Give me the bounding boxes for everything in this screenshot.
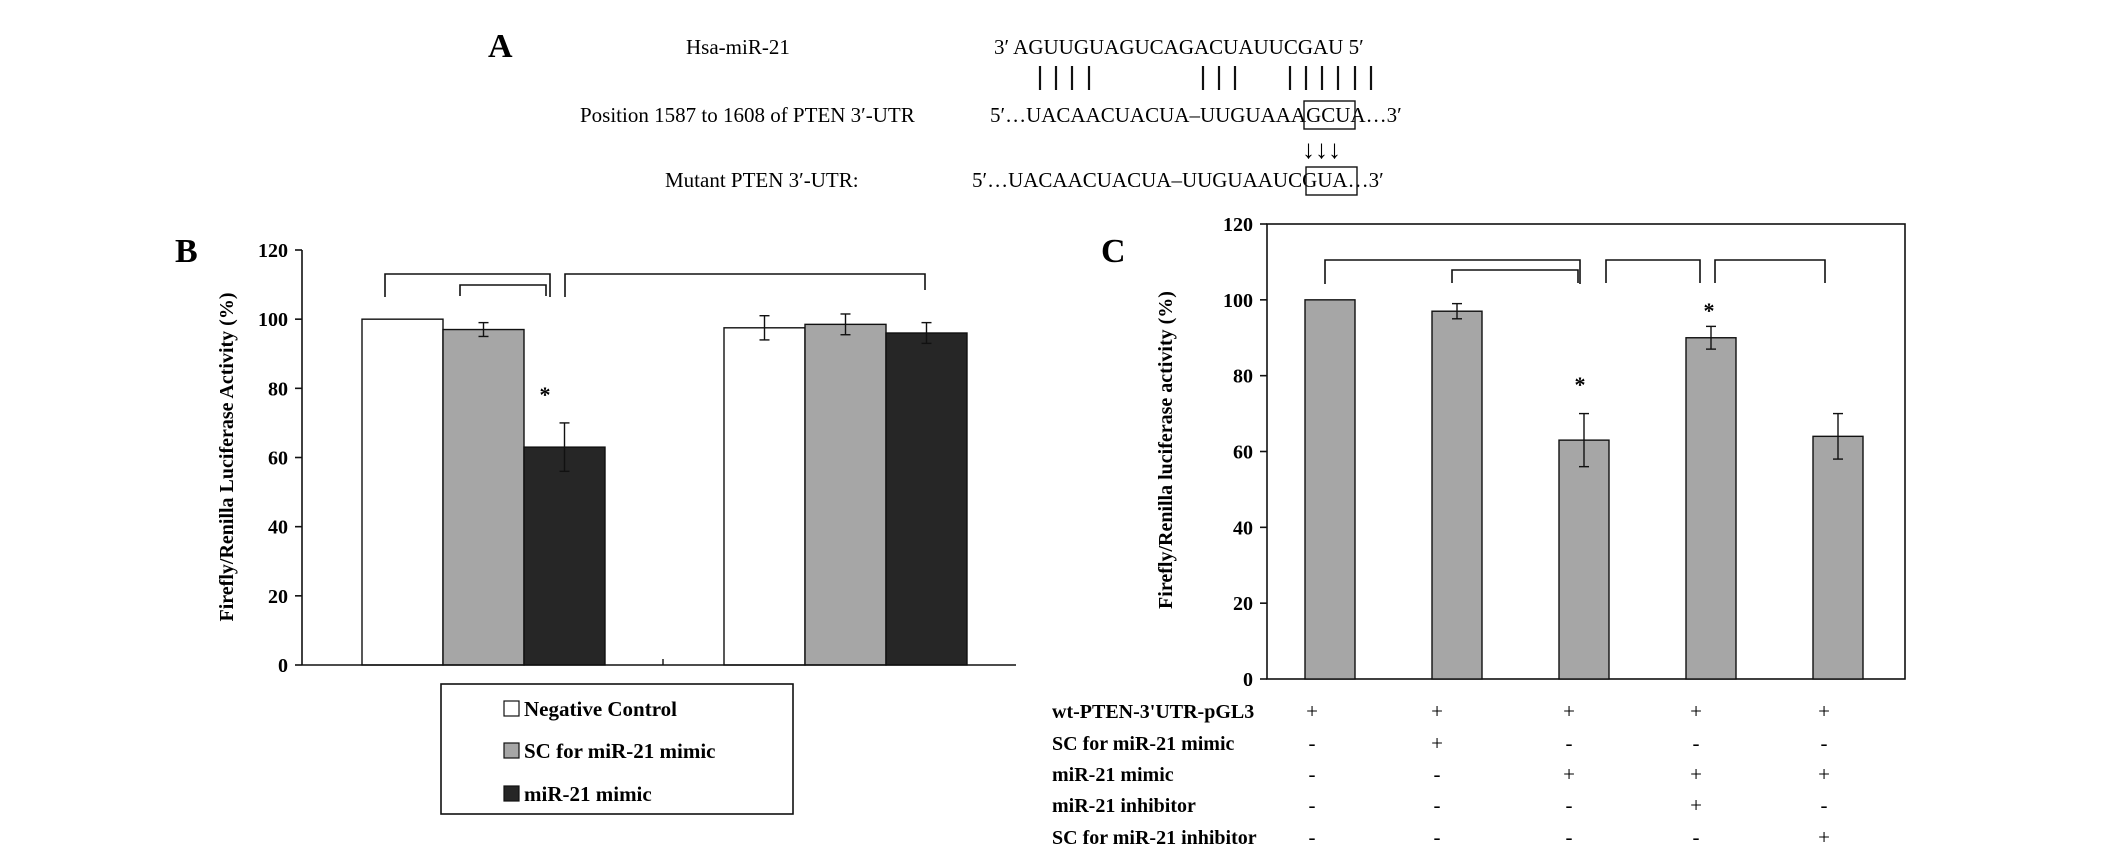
panel-c-bar <box>1558 439 1610 680</box>
condition-mark: - <box>1693 731 1700 755</box>
panel-b-y-axis-label: Firefly/Renilla Luciferase Activity (%) <box>216 293 238 622</box>
condition-mark: + <box>1690 699 1702 723</box>
wt-utr-name: Position 1587 to 1608 of PTEN 3′-UTR <box>580 103 915 127</box>
mutant-utr-sequence: 5′…UACAACUACUA–UUGUAAUCGUA…3′ <box>972 168 1384 192</box>
panel-c-y-ticks: 0 20 40 60 80 100 120 <box>1223 214 1267 691</box>
condition-mark: - <box>1309 731 1316 755</box>
mutant-utr-name: Mutant PTEN 3′-UTR: <box>665 168 859 192</box>
panel-b-bar <box>442 328 525 666</box>
legend-swatch-mimic <box>503 785 520 802</box>
panel-b-label: B <box>175 233 198 270</box>
condition-mark: - <box>1566 731 1573 755</box>
condition-mark: - <box>1821 731 1828 755</box>
panel-b-y-tick-label: 20 <box>268 586 288 608</box>
panel-a: A Hsa-miR-21 3′ AGUUGUAGUCAGACUAUUCGAU 5… <box>488 28 1402 196</box>
condition-row-label: SC for miR-21 mimic <box>1052 733 1234 755</box>
condition-mark: - <box>1821 793 1828 817</box>
panel-b-bars <box>361 318 968 666</box>
panel-c-condition-table: wt-PTEN-3'UTR-pGL3 + + + + + SC for miR-21 mim… <box>1052 699 1830 849</box>
condition-mark: + <box>1818 762 1830 786</box>
panel-b-bar <box>523 446 606 666</box>
condition-row-label: SC for miR-21 inhibitor <box>1052 827 1257 849</box>
panel-b-y-tick-label: 40 <box>268 517 288 539</box>
condition-mark: + <box>1431 699 1443 723</box>
panel-b-bar <box>361 318 444 666</box>
panel-b-bar <box>723 327 806 666</box>
condition-mark: - <box>1434 762 1441 786</box>
panel-c-significance-star-2: * <box>1704 298 1715 323</box>
mirna-sequence: 3′ AGUUGUAGUCAGACUAUUCGAU 5′ <box>994 35 1364 59</box>
wt-utr-sequence: 5′…UACAACUACUA–UUGUAAAGCUA…3′ <box>990 103 1402 127</box>
condition-mark: - <box>1434 825 1441 849</box>
panel-b-significance-brackets <box>384 273 926 297</box>
panel-b-y-tick-label: 0 <box>278 655 288 677</box>
legend-label-mimic: miR-21 mimic <box>524 782 652 806</box>
condition-row-label: miR-21 inhibitor <box>1052 795 1196 817</box>
panel-c-y-tick-label: 40 <box>1233 517 1253 539</box>
condition-mark: + <box>1818 825 1830 849</box>
panel-c-bar <box>1812 435 1864 680</box>
panel-b-y-tick-label: 60 <box>268 448 288 470</box>
panel-b-legend: Negative Control SC for miR-21 mimic miR… <box>440 683 794 815</box>
condition-mark: - <box>1693 825 1700 849</box>
panel-a-label: A <box>488 28 513 65</box>
legend-swatch-negative-control <box>503 700 520 717</box>
condition-mark: - <box>1309 825 1316 849</box>
wt-site-box <box>1303 100 1356 130</box>
panel-c-label: C <box>1101 233 1126 270</box>
panel-c-y-tick-label: 60 <box>1233 442 1253 464</box>
panel-c-bar <box>1685 337 1737 680</box>
legend-label-sc-mimic: SC for miR-21 mimic <box>524 739 716 763</box>
mutant-site-box <box>1305 166 1358 196</box>
condition-mark: + <box>1431 731 1443 755</box>
condition-row-label: wt-PTEN-3'UTR-pGL3 <box>1052 701 1254 723</box>
panel-c-bar <box>1431 310 1483 680</box>
condition-mark: + <box>1818 699 1830 723</box>
panel-c: C Firefly/Renilla luciferase activity (%… <box>1052 214 1906 849</box>
panel-c-y-tick-label: 100 <box>1223 290 1253 312</box>
condition-mark: + <box>1563 699 1575 723</box>
panel-b-y-tick-label: 80 <box>268 378 288 400</box>
panel-b-bar <box>885 332 968 666</box>
condition-mark: + <box>1690 762 1702 786</box>
panel-c-y-axis-label: Firefly/Renilla luciferase activity (%) <box>1155 291 1177 609</box>
condition-mark: - <box>1566 825 1573 849</box>
condition-mark: - <box>1309 762 1316 786</box>
panel-c-significance-star-1: * <box>1575 372 1586 397</box>
pairing-bars <box>1038 66 1373 90</box>
condition-mark: - <box>1434 793 1441 817</box>
mirna-name: Hsa-miR-21 <box>686 35 790 59</box>
panel-c-y-tick-label: 80 <box>1233 366 1253 388</box>
condition-mark: - <box>1566 793 1573 817</box>
condition-mark: + <box>1306 699 1318 723</box>
panel-c-bars <box>1304 299 1864 680</box>
panel-c-significance-brackets <box>1324 259 1826 284</box>
panel-b-error-bars <box>478 313 932 473</box>
panel-c-bar <box>1304 299 1356 680</box>
panel-c-y-tick-label: 20 <box>1233 593 1253 615</box>
panel-b-significance-star: * <box>540 382 551 407</box>
panel-b-y-tick-label: 100 <box>258 309 288 331</box>
condition-mark: - <box>1309 793 1316 817</box>
mutation-arrows: ↓↓↓ <box>1302 135 1341 164</box>
condition-row-label: miR-21 mimic <box>1052 764 1174 786</box>
condition-mark: + <box>1690 793 1702 817</box>
panel-b-y-ticks: 0 20 40 60 80 100 120 <box>258 240 302 677</box>
panel-c-y-tick-label: 120 <box>1223 214 1253 236</box>
panel-c-y-tick-label: 0 <box>1243 669 1253 691</box>
panel-b-bar <box>804 323 887 666</box>
panel-c-error-bars <box>1452 302 1843 468</box>
condition-mark: + <box>1563 762 1575 786</box>
panel-b: B Firefly/Renilla Luciferase Activity (%… <box>175 233 1016 815</box>
legend-swatch-sc-mimic <box>503 742 520 759</box>
legend-box <box>440 683 794 815</box>
panel-b-y-tick-label: 120 <box>258 240 288 262</box>
legend-label-negative-control: Negative Control <box>524 697 677 721</box>
